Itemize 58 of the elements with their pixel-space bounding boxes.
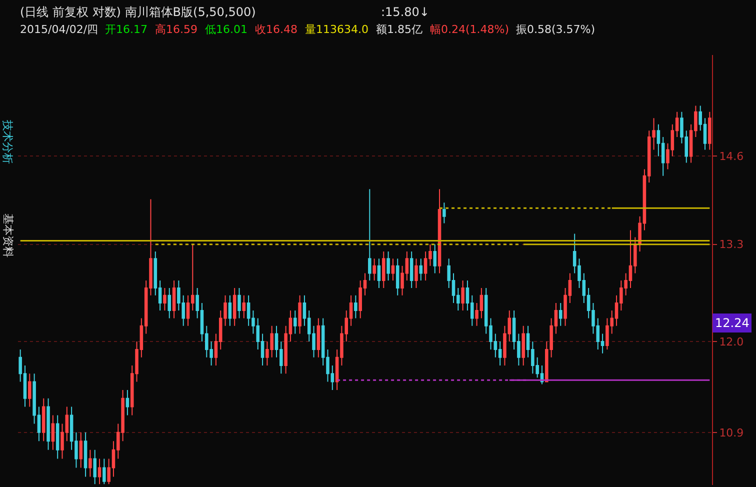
y-tick-label: 13.3 [719,238,744,252]
candlestick [372,258,376,282]
text: 振0.58(3.57%) [516,23,596,36]
candlestick [126,390,130,416]
candlestick [172,280,176,319]
candlestick [382,250,386,288]
candlestick [377,258,381,288]
text: 基本资料 [2,214,15,258]
candlestick [98,458,102,485]
candlestick [522,325,525,366]
candlestick [442,202,446,224]
candlestick [238,287,241,319]
candlestick [28,373,32,408]
text: 开16.17 [105,23,148,36]
candlestick [354,294,358,319]
text: :15.80↓ [381,5,430,19]
text: 额1.85亿 [376,23,422,36]
text: 2015/04/02/四 [20,23,98,36]
text: 量113634.0 [305,23,368,36]
candlestick [558,302,562,326]
candlestick [93,449,96,485]
candlestick [298,294,302,334]
candlestick [228,294,232,326]
candlestick [168,287,172,319]
candlestick [708,111,712,150]
candlestick [102,458,106,485]
candlestick [242,294,246,319]
candlestick [386,250,390,282]
candlestick [42,398,46,442]
candlestick [433,244,437,274]
candlestick [410,250,414,288]
text: 高16.59 [155,23,198,36]
annotation: 12.24 [715,316,750,330]
candlestick [79,432,83,468]
candlestick [368,188,372,282]
candlestick [51,414,55,450]
y-tick-label: 12.0 [719,335,744,348]
candlestick [461,280,464,312]
text: 收16.48 [255,23,298,36]
candlestick [316,318,320,358]
candlestick [293,310,297,334]
candlestick [414,258,418,288]
candlestick [46,398,50,450]
text: 技术分析 [1,119,14,164]
text: 低16.01 [205,23,248,36]
chart-title: (日线 前复权 对数) 南川箱体B版(5,50,500) [20,5,256,19]
text: 幅0.24(1.48%) [430,23,510,36]
candlestick [391,258,395,282]
candlestick [84,432,88,478]
candlestick [56,414,60,460]
candlestick [163,287,166,312]
candlestick [88,449,92,478]
y-tick-label: 10.9 [719,426,744,440]
candlestick [232,287,236,326]
candlestick [438,188,442,274]
candlestick [396,258,400,296]
candlestick [419,258,423,282]
y-tick-label: 14.6 [719,150,744,164]
